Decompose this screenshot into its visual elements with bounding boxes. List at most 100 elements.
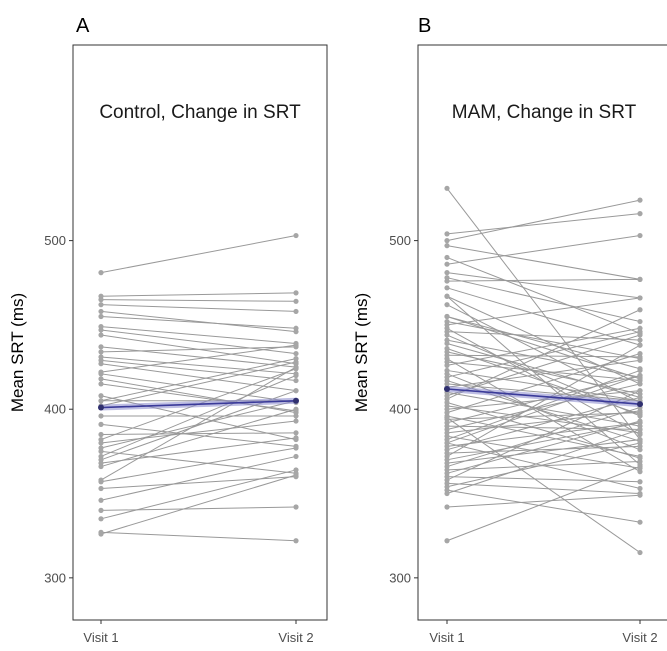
subject-line (100, 315, 297, 329)
subject-point (98, 413, 104, 419)
subject-point (293, 538, 299, 544)
subject-point (444, 490, 450, 497)
subject-point (444, 302, 450, 308)
subject-line (100, 292, 297, 297)
subject-line (446, 428, 641, 495)
subject-line (100, 455, 297, 501)
subject-point (444, 293, 450, 299)
subject-line (100, 447, 297, 483)
subject-line (446, 339, 641, 378)
subject-point (444, 231, 450, 237)
subject-point (637, 381, 643, 387)
subject-point (444, 538, 450, 544)
subject-line (446, 494, 641, 508)
subject-point (444, 238, 450, 244)
subject-point (293, 298, 299, 304)
subject-line (446, 482, 641, 495)
subject-point (637, 394, 643, 401)
subject-point (98, 421, 104, 427)
subject-line (446, 405, 641, 434)
subject-line (446, 359, 641, 388)
subject-point (293, 453, 299, 460)
subject-point (293, 413, 299, 419)
subject-line (100, 361, 297, 407)
subject-point (293, 430, 299, 436)
subject-point (444, 340, 450, 347)
subject-line (100, 408, 297, 468)
subject-line (446, 327, 641, 366)
subject-point (293, 406, 299, 412)
subject-line (100, 346, 297, 353)
subject-line (446, 417, 641, 553)
panel-b: B MAM, Change in SRT Mean SRT (ms) 300 400 50… (352, 15, 667, 645)
subject-point (293, 350, 299, 357)
subject-points (444, 185, 643, 556)
subject-point (444, 254, 450, 261)
subject-line (100, 531, 297, 542)
subject-line (446, 369, 641, 402)
subject-line (446, 344, 641, 457)
subject-point (637, 440, 643, 446)
subject-point (637, 492, 643, 498)
subject-point (637, 479, 643, 485)
subject-line (446, 358, 641, 473)
subject-line (446, 272, 641, 299)
y-axis-label: Mean SRT (ms) (8, 293, 27, 412)
subject-line (446, 407, 641, 468)
subject-point (293, 418, 299, 424)
subject-point (98, 431, 104, 438)
subject-line (446, 422, 641, 461)
panel-letter: B (418, 15, 431, 37)
subject-point (98, 297, 104, 303)
subject-line (446, 369, 641, 441)
subject-point (637, 453, 643, 460)
subject-point (98, 507, 104, 513)
subject-line (100, 359, 297, 382)
subject-point (98, 479, 104, 485)
subject-line (100, 346, 297, 368)
subject-point (444, 278, 450, 284)
y-axis-label: Mean SRT (ms) (352, 293, 371, 412)
subject-line (446, 361, 641, 382)
subject-point (293, 435, 299, 441)
subject-point (637, 388, 643, 394)
subject-point (637, 276, 643, 282)
subject-point (293, 467, 299, 473)
y-tick-label: 500 (44, 233, 66, 248)
subject-line (100, 423, 297, 447)
subject-point (637, 426, 643, 433)
plot-frame (72, 44, 328, 621)
subject-point (293, 504, 299, 510)
subject-line (100, 395, 297, 441)
panel-letter: A (76, 15, 90, 37)
subject-point (98, 531, 104, 537)
subject-line (100, 373, 297, 403)
subject-point (293, 325, 299, 331)
subject-point (98, 270, 104, 276)
subject-line (100, 476, 297, 489)
subject-line (446, 401, 641, 459)
subject-point (637, 485, 643, 492)
subject-line (446, 439, 641, 464)
subject-point (98, 313, 104, 320)
subject-point (444, 270, 450, 276)
subject-line (100, 356, 297, 375)
subject-line (100, 358, 297, 402)
subject-line (100, 432, 297, 436)
subject-point (293, 445, 299, 451)
mean-point (444, 385, 450, 392)
panel-title: MAM, Change in SRT (452, 102, 637, 123)
subject-point (637, 519, 643, 525)
mean-point (98, 404, 104, 411)
subject-line (446, 442, 641, 488)
subject-line (100, 474, 297, 535)
subject-line (446, 460, 641, 471)
subject-line (100, 437, 297, 464)
x-tick-label: Visit 2 (278, 630, 313, 645)
subject-point (444, 440, 450, 446)
subject-line (446, 342, 641, 398)
subject-line (446, 390, 641, 410)
panel-a: A Control, Change in SRT Mean SRT (ms) 300 4… (8, 15, 328, 645)
subject-point (98, 349, 104, 355)
subject-line (100, 450, 297, 474)
